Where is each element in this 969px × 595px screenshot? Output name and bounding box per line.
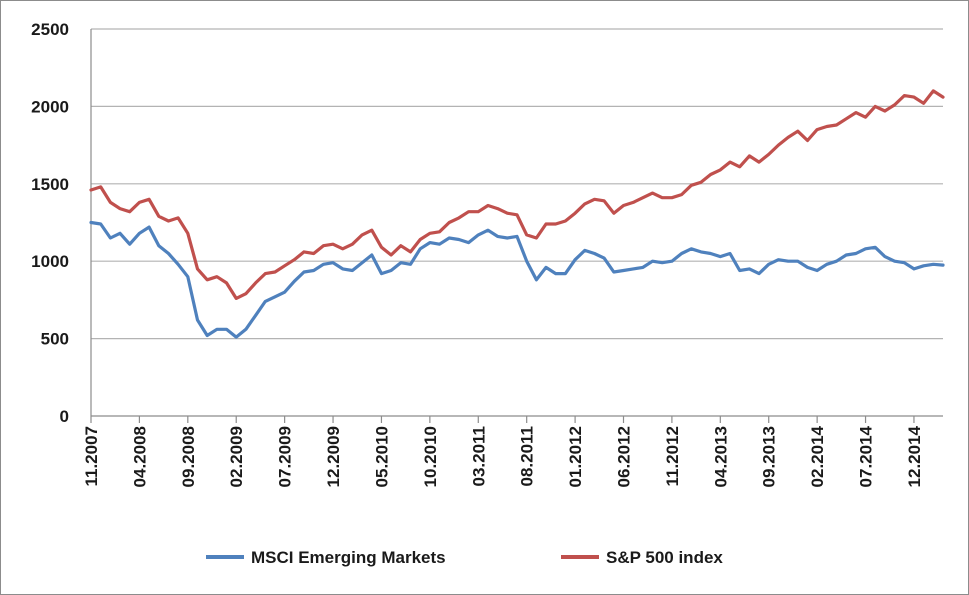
x-tick-label: 02.2009 [227,426,246,487]
y-tick-label: 1000 [31,252,69,271]
y-tick-label: 500 [41,330,69,349]
x-tick-label: 02.2014 [808,425,827,487]
x-tick-label: 07.2009 [276,426,295,487]
x-tick-label: 09.2008 [179,426,198,487]
x-tick-label: 12.2014 [905,425,924,487]
x-tick-label: 03.2011 [469,426,488,487]
x-tick-label: 09.2013 [760,426,779,487]
x-tick-label: 08.2011 [518,426,537,487]
x-tick-label: 12.2009 [324,426,343,487]
x-tick-label: 04.2008 [130,426,149,487]
x-tick-label: 11.2007 [82,426,101,487]
legend: MSCI Emerging Markets S&P 500 index [206,548,723,567]
x-tick-label: 05.2010 [372,426,391,487]
x-axis-ticks: 11.2007 04.2008 09.2008 02.2009 07.2009 12.20… [82,416,924,487]
gridlines [91,28,943,340]
legend-label-1: S&P 500 index [606,548,723,567]
y-tick-label: 0 [60,407,69,426]
x-tick-label: 10.2010 [421,426,440,487]
x-tick-label: 07.2014 [857,425,876,487]
y-tick-label: 2000 [31,97,69,116]
series-line-1 [89,89,945,300]
x-tick-label: 01.2012 [566,426,585,487]
x-tick-label: 11.2012 [663,426,682,487]
series-line-0 [89,220,945,339]
y-tick-label: 1500 [31,175,69,194]
y-axis-ticks: 0 500 1000 1500 2000 2500 [31,20,69,426]
legend-label-0: MSCI Emerging Markets [251,548,446,567]
x-tick-label: 04.2013 [711,426,730,487]
axes [90,29,943,417]
y-tick-label: 2500 [31,20,69,39]
series-lines [89,89,945,339]
x-tick-label: 06.2012 [615,426,634,487]
